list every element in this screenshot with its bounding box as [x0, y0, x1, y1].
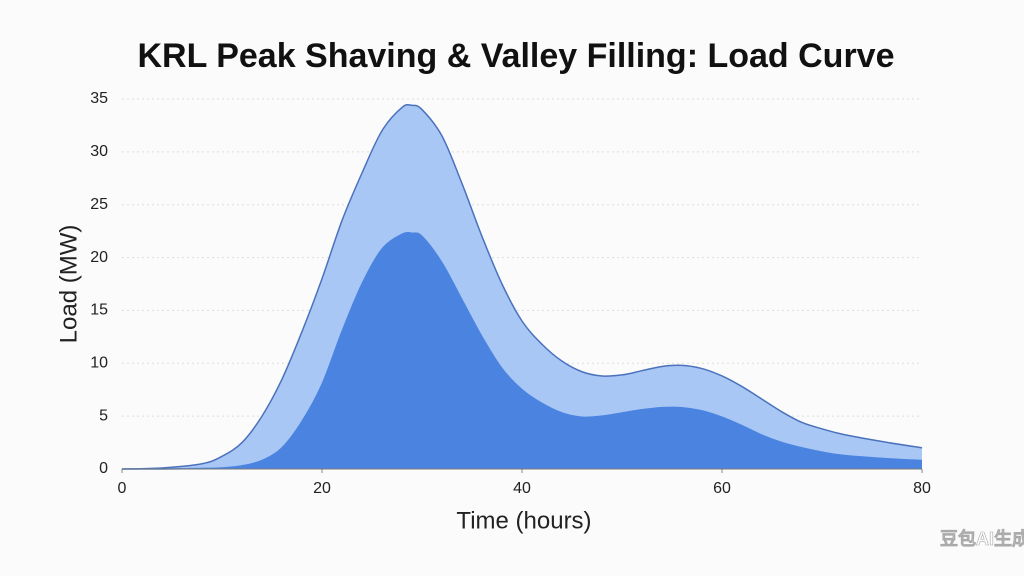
- x-tick-label: 40: [513, 480, 531, 497]
- y-tick-label: 30: [90, 143, 108, 160]
- y-axis-label: Load (MW): [55, 225, 82, 344]
- x-tick-label: 20: [313, 480, 331, 497]
- y-tick-label: 10: [90, 355, 108, 372]
- chart-title: KRL Peak Shaving & Valley Filling: Load …: [137, 37, 894, 75]
- y-tick-label: 15: [90, 302, 108, 319]
- area-line: [121, 103, 923, 470]
- y-tick-label: 0: [99, 460, 108, 477]
- x-axis-label: Time (hours): [456, 507, 591, 534]
- y-tick-label: 35: [90, 90, 108, 107]
- y-tick-label: 25: [90, 196, 108, 213]
- y-tick-label: 20: [90, 249, 108, 266]
- x-tick-label: 80: [913, 480, 931, 497]
- area: [122, 232, 922, 470]
- watermark: 豆包AI生成: [940, 528, 1024, 549]
- area: [122, 104, 922, 469]
- y-tick-label: 5: [99, 407, 108, 424]
- x-tick-label: 0: [118, 480, 127, 497]
- x-tick-label: 60: [713, 480, 731, 497]
- area-line: [121, 231, 923, 470]
